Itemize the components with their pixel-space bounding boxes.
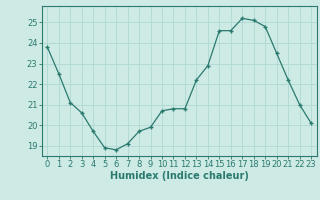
X-axis label: Humidex (Indice chaleur): Humidex (Indice chaleur) <box>110 171 249 181</box>
